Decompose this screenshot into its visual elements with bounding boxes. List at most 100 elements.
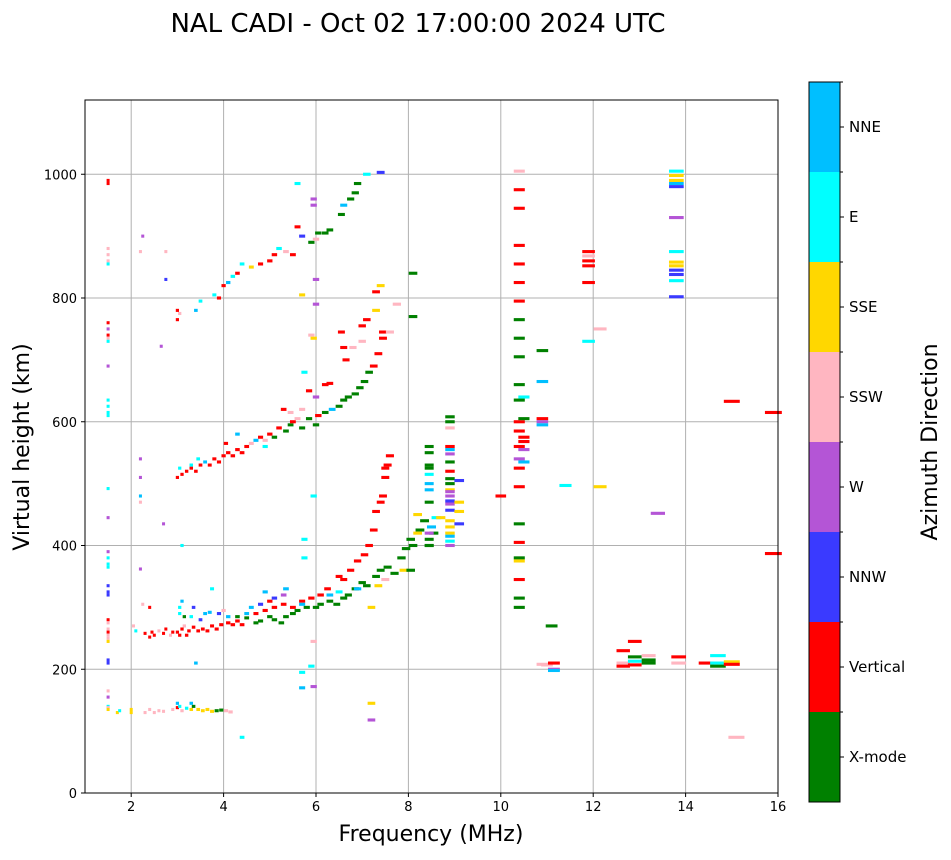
echo-point-e	[106, 398, 110, 402]
echo-point-nnw	[271, 596, 278, 600]
echo-point-vertical	[363, 318, 371, 322]
x-tick-label: 8	[404, 800, 412, 815]
echo-point-w	[312, 395, 320, 399]
echo-point-x-mode	[312, 423, 320, 427]
echo-point-vertical	[271, 253, 278, 257]
echo-point-vertical	[280, 602, 287, 606]
echo-point-e	[582, 339, 595, 343]
echo-point-vertical	[184, 633, 189, 637]
echo-point-vertical	[513, 444, 525, 449]
echo-point-vertical	[299, 599, 306, 603]
echo-point-vertical	[223, 441, 229, 445]
echo-point-vertical	[230, 623, 236, 627]
echo-point-ssw	[106, 336, 110, 340]
echo-point-ssw	[221, 608, 226, 613]
echo-point-x-mode	[271, 435, 278, 439]
echo-point-sse	[454, 509, 465, 514]
echo-point-sse	[248, 265, 254, 269]
echo-point-e	[276, 246, 282, 251]
echo-point-vertical	[513, 299, 525, 303]
echo-point-ssw	[287, 410, 294, 415]
echo-point-vertical	[513, 420, 525, 424]
echo-point-x-mode	[340, 596, 348, 600]
echo-point-x-mode	[294, 608, 301, 613]
echo-point-w	[106, 550, 110, 554]
echo-point-nnw	[191, 605, 196, 609]
echo-point-nnw	[445, 499, 455, 503]
echo-point-vertical	[143, 631, 147, 635]
echo-point-e	[299, 670, 306, 674]
echo-point-nne	[226, 615, 231, 619]
echo-point-ssw	[385, 330, 394, 334]
echo-point-vertical	[513, 466, 525, 470]
echo-point-x-mode	[445, 415, 455, 419]
echo-point-x-mode	[420, 519, 430, 523]
echo-point-x-mode	[445, 460, 455, 464]
echo-point-ssw	[157, 709, 161, 713]
echo-point-e	[106, 565, 110, 569]
echo-point-ssw	[106, 253, 110, 257]
echo-point-vertical	[315, 414, 322, 418]
colorbar-frame	[808, 81, 841, 803]
echo-point-nnw	[164, 277, 168, 281]
echo-point-e	[198, 299, 203, 303]
echo-point-x-mode	[513, 336, 525, 340]
echo-point-e	[210, 587, 215, 591]
echo-point-nne	[299, 602, 306, 606]
echo-point-vertical	[106, 630, 110, 634]
echo-point-w	[445, 543, 455, 548]
echo-point-x-mode	[312, 605, 320, 609]
echo-point-sse	[445, 519, 455, 523]
echo-point-w	[312, 302, 320, 306]
echo-point-w	[310, 203, 317, 207]
echo-point-ssw	[141, 602, 145, 606]
echo-point-ssw	[593, 327, 607, 331]
echo-point-x-mode	[445, 482, 455, 486]
colorbar-tick-label: NNE	[849, 118, 881, 136]
echo-point-e	[106, 339, 110, 343]
echo-point-vertical	[239, 451, 245, 455]
colorbar-segment-vertical	[809, 622, 840, 712]
echo-point-sse	[299, 293, 306, 297]
x-tick-label: 4	[219, 800, 227, 815]
echo-point-sse	[669, 264, 684, 268]
echo-point-nne	[244, 612, 250, 616]
echo-point-nnw	[216, 612, 222, 616]
echo-point-e	[710, 661, 726, 665]
echo-point-nne	[299, 686, 306, 690]
echo-point-nnw	[669, 268, 684, 272]
echo-point-nne	[424, 488, 434, 492]
echo-point-vertical	[226, 621, 231, 625]
echo-point-e	[627, 659, 642, 663]
echo-point-nne	[194, 661, 198, 665]
echo-point-e	[669, 250, 684, 254]
colorbar-segment-w	[809, 442, 840, 532]
echo-point-vertical	[198, 463, 203, 467]
echo-point-e	[518, 395, 530, 399]
echo-point-nne	[445, 534, 455, 538]
echo-point-nnw	[299, 234, 306, 238]
echo-point-e	[106, 556, 110, 560]
echo-point-e	[294, 181, 301, 186]
echo-point-vertical	[353, 559, 362, 563]
echo-point-x-mode	[317, 602, 324, 606]
echo-point-nne	[548, 668, 560, 673]
y-tick-label: 200	[52, 663, 77, 678]
echo-point-vertical	[191, 625, 196, 629]
echo-point-vertical	[189, 466, 194, 470]
echo-point-nne	[235, 432, 240, 436]
echo-point-nne	[203, 460, 208, 464]
echo-point-ssw	[308, 333, 315, 337]
echo-point-e	[301, 556, 308, 560]
echo-point-vertical	[253, 612, 259, 616]
echo-point-vertical	[347, 568, 355, 572]
echo-point-vertical	[723, 399, 740, 403]
echo-point-nnw	[669, 185, 684, 189]
echo-point-x-mode	[267, 615, 273, 619]
echo-point-vertical	[582, 264, 595, 268]
echo-point-vertical	[513, 280, 525, 285]
echo-point-ssw	[349, 345, 357, 350]
y-tick-label: 0	[69, 787, 77, 802]
echo-point-vertical	[381, 466, 390, 470]
echo-point-vertical	[106, 333, 110, 337]
